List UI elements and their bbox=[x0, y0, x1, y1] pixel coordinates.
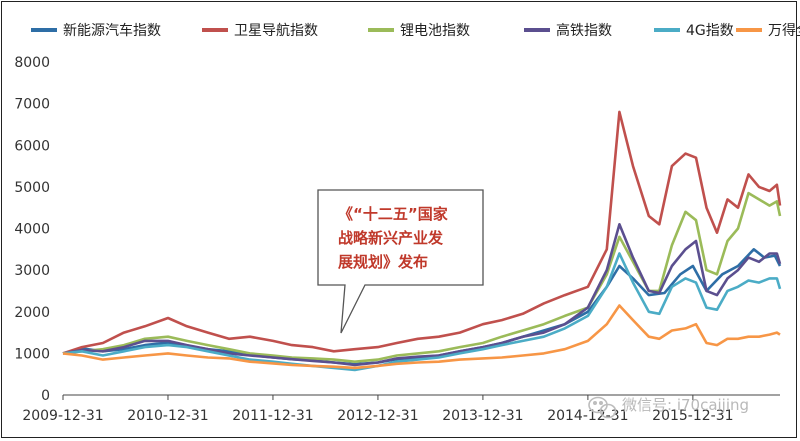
legend-label: 4G指数 bbox=[686, 23, 734, 39]
legend-label: 新能源汽车指数 bbox=[63, 22, 161, 39]
y-tick-label: 2000 bbox=[14, 305, 50, 321]
x-axis: 2009-12-31 2010-12-31 2011-12-31 2012-12-31… bbox=[22, 394, 780, 424]
wechat-icon bbox=[588, 396, 617, 419]
callout-line-2: 战略新兴产业发 bbox=[338, 229, 444, 247]
y-axis: 0 1000 2000 3000 4000 5000 6000 7000 8000 bbox=[14, 55, 50, 404]
legend-label: 万得全A bbox=[768, 22, 800, 39]
legend: 新能源汽车指数 卫星导航指数 锂电池指数 高铁指数 4G指数 万得全A bbox=[31, 22, 800, 39]
series-line-4 bbox=[62, 223, 782, 367]
x-tick-label: 2011-12-31 bbox=[232, 408, 313, 424]
y-tick-label: 6000 bbox=[14, 138, 50, 154]
y-tick-label: 7000 bbox=[14, 97, 50, 113]
y-tick-label: 1000 bbox=[14, 346, 50, 362]
legend-label: 高铁指数 bbox=[556, 22, 612, 39]
legend-label: 卫星导航指数 bbox=[234, 23, 318, 39]
series-line-6 bbox=[62, 304, 781, 370]
x-tick-label: 2015-12-31 bbox=[652, 408, 733, 424]
series-line-5 bbox=[62, 252, 782, 372]
x-tick-label: 2010-12-31 bbox=[127, 408, 208, 424]
legend-label: 锂电池指数 bbox=[400, 23, 470, 39]
y-tick-label: 3000 bbox=[14, 263, 50, 279]
watermark-text: 微信号: i70caijing bbox=[622, 396, 749, 414]
series-line-3 bbox=[62, 191, 782, 363]
callout-box bbox=[317, 189, 484, 334]
y-tick-label: 5000 bbox=[14, 180, 50, 196]
series-line-2 bbox=[62, 110, 782, 355]
x-tick-label: 2012-12-31 bbox=[337, 408, 418, 424]
watermark: 微信号: i70caijing bbox=[588, 396, 749, 419]
x-tick-label: 2013-12-31 bbox=[442, 408, 523, 424]
x-tick-label: 2014-12-31 bbox=[547, 408, 628, 424]
y-tick-label: 8000 bbox=[14, 55, 50, 71]
callout-line-3: 展规划》发布 bbox=[338, 253, 428, 271]
y-tick-label: 4000 bbox=[14, 222, 50, 238]
callout-line-1: 《“十二五”国家 bbox=[338, 205, 448, 223]
y-tick-label: 0 bbox=[41, 388, 50, 404]
callout: 《“十二五”国家 战略新兴产业发 展规划》发布 bbox=[317, 189, 484, 334]
x-tick-label: 2009-12-31 bbox=[22, 408, 103, 424]
series-group bbox=[62, 110, 782, 372]
